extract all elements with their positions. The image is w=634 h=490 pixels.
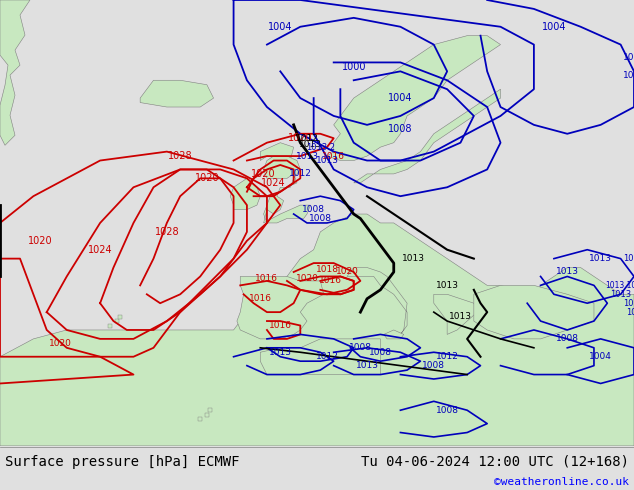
Polygon shape: [0, 214, 634, 446]
Text: 1012: 1012: [289, 170, 312, 178]
Text: 1024: 1024: [261, 178, 286, 188]
Text: 1016: 1016: [249, 294, 272, 303]
Text: 1013: 1013: [610, 290, 631, 299]
Text: 1020: 1020: [28, 236, 53, 246]
Text: 1004: 1004: [268, 22, 292, 32]
Polygon shape: [373, 89, 500, 174]
Text: 1020: 1020: [49, 339, 72, 348]
Text: 1013: 1013: [556, 268, 579, 276]
Text: 1013: 1013: [299, 140, 322, 149]
Text: 1004: 1004: [388, 93, 413, 103]
Text: Tu 04-06-2024 12:00 UTC (12+168): Tu 04-06-2024 12:00 UTC (12+168): [361, 455, 629, 469]
Polygon shape: [140, 80, 214, 107]
Text: 1013: 1013: [269, 348, 292, 357]
Text: 1020: 1020: [195, 173, 219, 183]
Text: 1012: 1012: [436, 352, 458, 361]
Polygon shape: [384, 330, 404, 339]
Polygon shape: [354, 174, 373, 183]
Text: Surface pressure [hPa] ECMWF: Surface pressure [hPa] ECMWF: [5, 455, 240, 469]
Text: 1020: 1020: [288, 133, 313, 143]
Text: 1013: 1013: [295, 151, 318, 161]
Text: 1013.2: 1013.2: [306, 143, 335, 151]
Text: 1024: 1024: [87, 245, 112, 255]
Polygon shape: [0, 0, 30, 146]
Polygon shape: [434, 294, 477, 334]
Text: 1008: 1008: [388, 124, 413, 134]
Text: 101: 101: [626, 308, 634, 317]
Polygon shape: [474, 285, 594, 339]
Text: 1020: 1020: [295, 274, 318, 283]
Text: 1013.10: 1013.10: [605, 281, 634, 290]
Text: 1020: 1020: [335, 268, 358, 276]
Polygon shape: [261, 143, 294, 161]
Text: 1018: 1018: [316, 265, 339, 274]
Polygon shape: [261, 339, 380, 374]
Text: 1013: 1013: [623, 72, 634, 80]
Text: 1020: 1020: [251, 169, 276, 179]
Text: 1013: 1013: [623, 53, 634, 62]
Polygon shape: [237, 276, 324, 339]
Text: 1013: 1013: [623, 299, 634, 308]
Text: 1016: 1016: [319, 276, 342, 285]
Text: 1004: 1004: [541, 22, 566, 32]
Text: ©weatheronline.co.uk: ©weatheronline.co.uk: [494, 477, 629, 487]
Text: 1016: 1016: [256, 274, 278, 283]
Text: 1008: 1008: [436, 406, 458, 415]
Text: 1008: 1008: [309, 214, 332, 223]
Text: 1012: 1012: [295, 134, 318, 143]
Text: 1008: 1008: [422, 361, 445, 370]
Text: 1008: 1008: [556, 334, 579, 343]
Text: 1028: 1028: [155, 227, 179, 237]
Text: 1008: 1008: [369, 348, 392, 357]
Text: 1000: 1000: [342, 62, 366, 72]
Polygon shape: [264, 156, 310, 223]
Polygon shape: [347, 268, 407, 334]
Text: 1013: 1013: [449, 312, 472, 321]
Polygon shape: [230, 178, 261, 210]
Text: 1008: 1008: [302, 205, 325, 214]
Text: 1013: 1013: [316, 156, 339, 165]
Text: 1013: 1013: [436, 281, 458, 290]
Text: 1013: 1013: [589, 254, 612, 263]
Text: 1012: 1012: [316, 352, 339, 361]
Text: 1028: 1028: [168, 151, 193, 161]
Text: 1013: 1013: [356, 361, 378, 370]
Text: 1004: 1004: [589, 352, 612, 361]
Text: 1016: 1016: [269, 321, 292, 330]
Polygon shape: [327, 36, 500, 161]
Text: 1013: 1013: [623, 254, 634, 263]
Text: 1008: 1008: [349, 343, 372, 352]
Text: 1013: 1013: [402, 254, 425, 263]
Text: 1016: 1016: [322, 151, 345, 161]
